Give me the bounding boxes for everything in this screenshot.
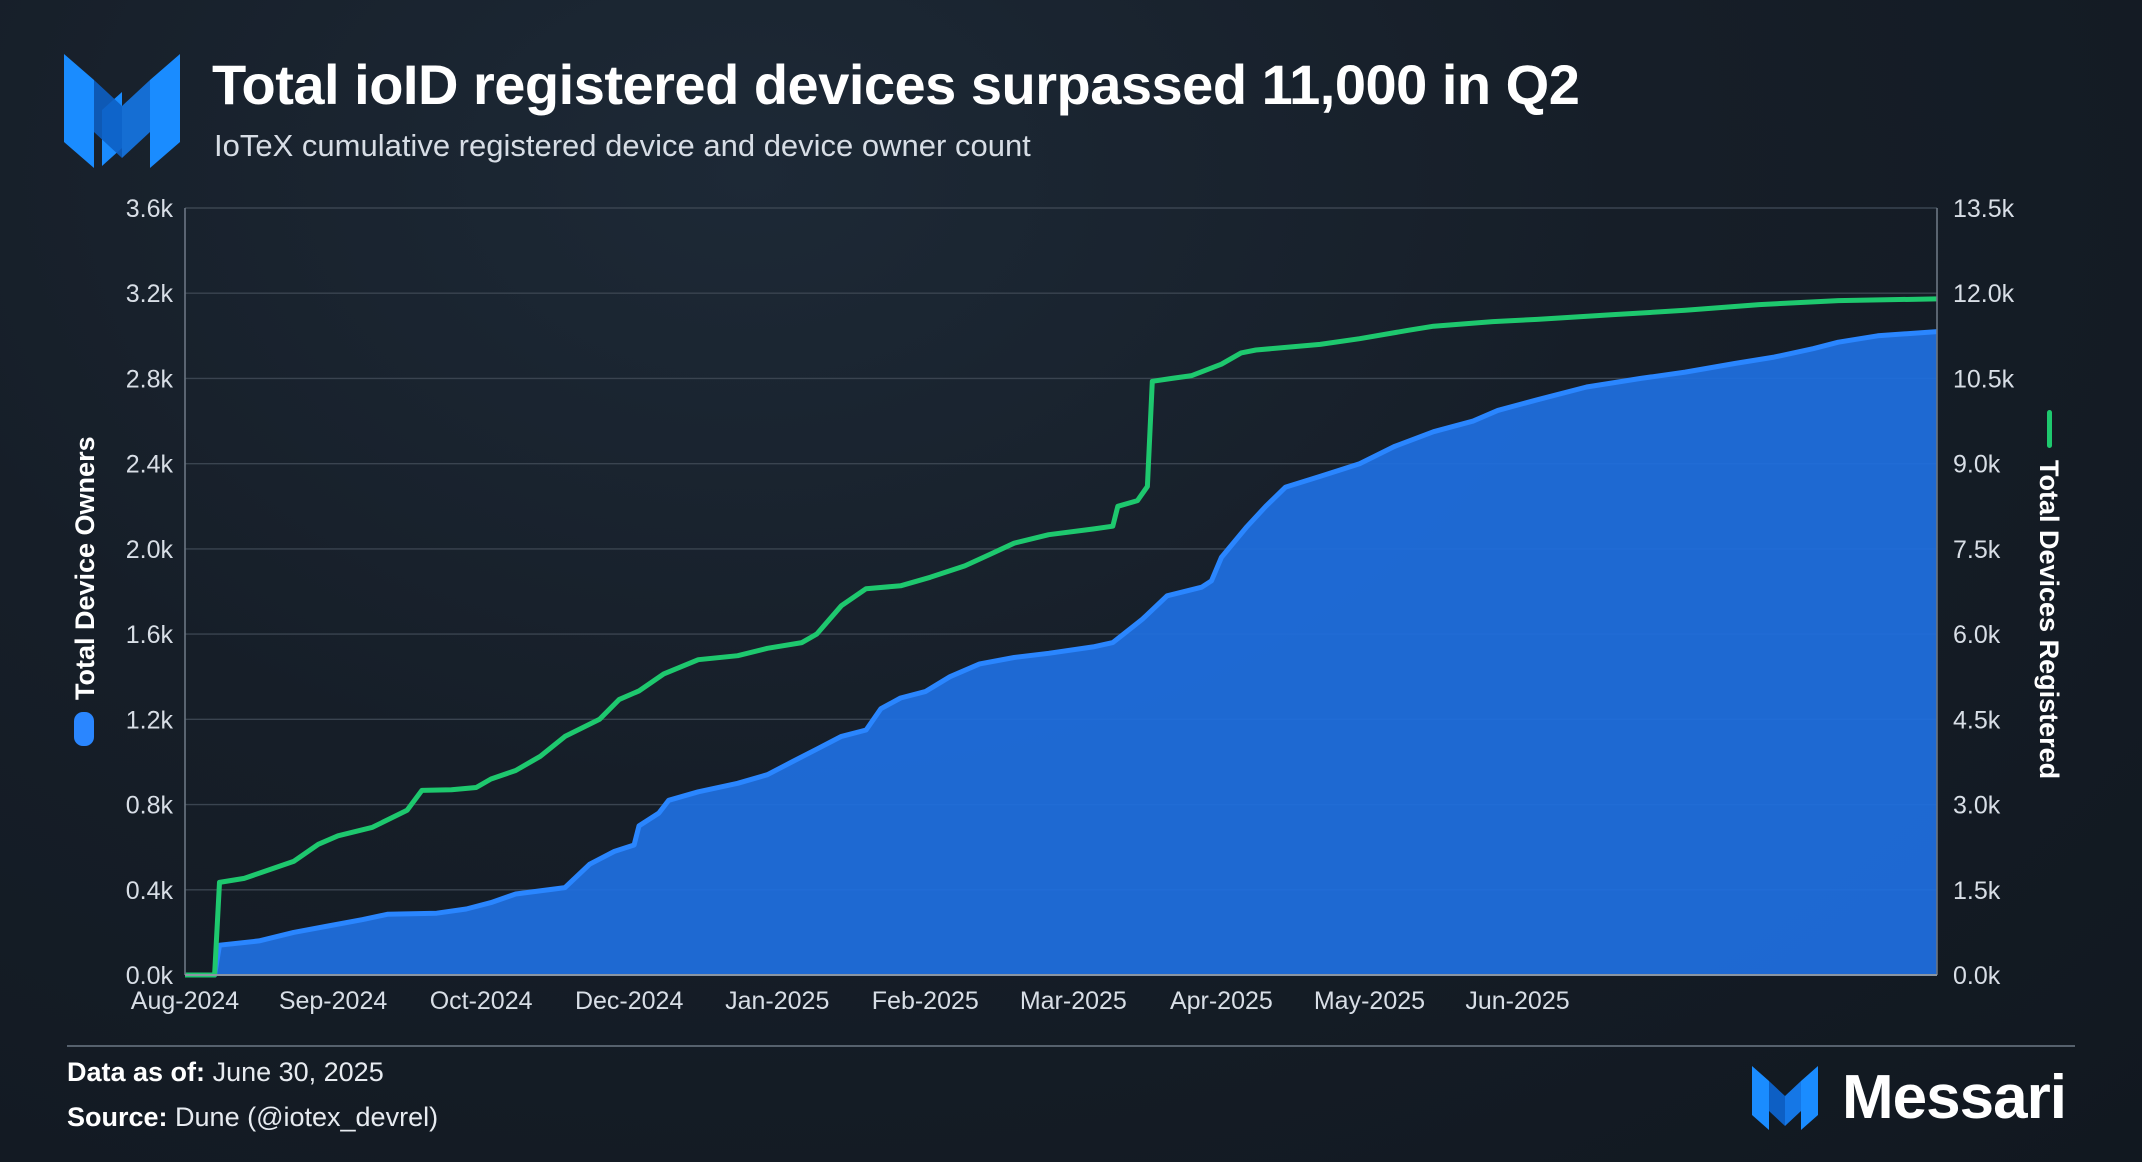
y-right-tick-label: 7.5k bbox=[1953, 536, 2001, 564]
footer-divider bbox=[67, 1045, 1075, 1047]
data-as-of: Data as of: June 30, 2025 bbox=[67, 1057, 384, 1088]
messari-logo-icon bbox=[64, 54, 180, 168]
x-tick-label: Dec-2024 bbox=[575, 987, 683, 1015]
source-value: Dune (@iotex_devrel) bbox=[175, 1102, 439, 1132]
owners-line bbox=[185, 329, 1938, 978]
x-tick-label: Apr-2025 bbox=[1170, 987, 1273, 1015]
y-left-tick-label: 0.4k bbox=[126, 877, 174, 905]
x-tick-label: May-2025 bbox=[1314, 987, 1425, 1015]
y-left-tick-label: 0.0k bbox=[126, 962, 174, 990]
y-right-axis-title: Total Devices Registered bbox=[2034, 460, 2064, 779]
y-right-tick-label: 9.0k bbox=[1953, 451, 2001, 479]
devices-legend-swatch bbox=[2047, 410, 2052, 448]
data-as-of-value: June 30, 2025 bbox=[212, 1057, 384, 1087]
messari-brand-icon bbox=[1752, 1066, 1818, 1130]
source-label: Source: bbox=[67, 1102, 168, 1132]
messari-brand: Messari bbox=[1752, 1063, 2072, 1132]
source: Source: Dune (@iotex_devrel) bbox=[67, 1102, 438, 1133]
y-right-tick-label: 3.0k bbox=[1953, 792, 2001, 820]
chart-title: Total ioID registered devices surpassed … bbox=[212, 53, 1580, 116]
chart-subtitle: IoTeX cumulative registered device and d… bbox=[214, 128, 1031, 163]
messari-wordmark: Messari bbox=[1842, 1063, 2067, 1132]
y-left-tick-label: 0.8k bbox=[126, 792, 174, 820]
x-tick-label: Feb-2025 bbox=[872, 987, 979, 1015]
y-right-tick-label: 12.0k bbox=[1953, 280, 2015, 308]
x-tick-label: Jan-2025 bbox=[725, 987, 829, 1015]
y-left-tick-label: 2.0k bbox=[126, 536, 174, 564]
devices-line bbox=[185, 296, 1938, 978]
footer-divider-right bbox=[1075, 1045, 2075, 1047]
x-tick-label: Sep-2024 bbox=[279, 987, 388, 1015]
x-tick-label: Aug-2024 bbox=[131, 987, 240, 1015]
data-as-of-label: Data as of: bbox=[67, 1057, 206, 1087]
y-left-tick-label: 2.4k bbox=[126, 451, 174, 479]
y-left-tick-label: 1.6k bbox=[126, 621, 174, 649]
y-right-tick-label: 10.5k bbox=[1953, 365, 2015, 393]
y-left-axis-title: Total Device Owners bbox=[70, 436, 100, 700]
y-right-tick-label: 4.5k bbox=[1953, 706, 2001, 734]
x-tick-label: Mar-2025 bbox=[1020, 987, 1127, 1015]
owners-legend-swatch bbox=[74, 712, 94, 746]
y-left-tick-label: 3.6k bbox=[126, 195, 174, 223]
x-tick-label: Jun-2025 bbox=[1465, 987, 1569, 1015]
y-left-tick-label: 3.2k bbox=[126, 280, 174, 308]
x-tick-label: Oct-2024 bbox=[430, 987, 533, 1015]
y-right-tick-label: 1.5k bbox=[1953, 877, 2001, 905]
y-right-tick-label: 13.5k bbox=[1953, 195, 2015, 223]
y-left-tick-label: 1.2k bbox=[126, 706, 174, 734]
y-left-tick-label: 2.8k bbox=[126, 365, 174, 393]
y-right-tick-label: 6.0k bbox=[1953, 621, 2001, 649]
y-right-tick-label: 0.0k bbox=[1953, 962, 2001, 990]
